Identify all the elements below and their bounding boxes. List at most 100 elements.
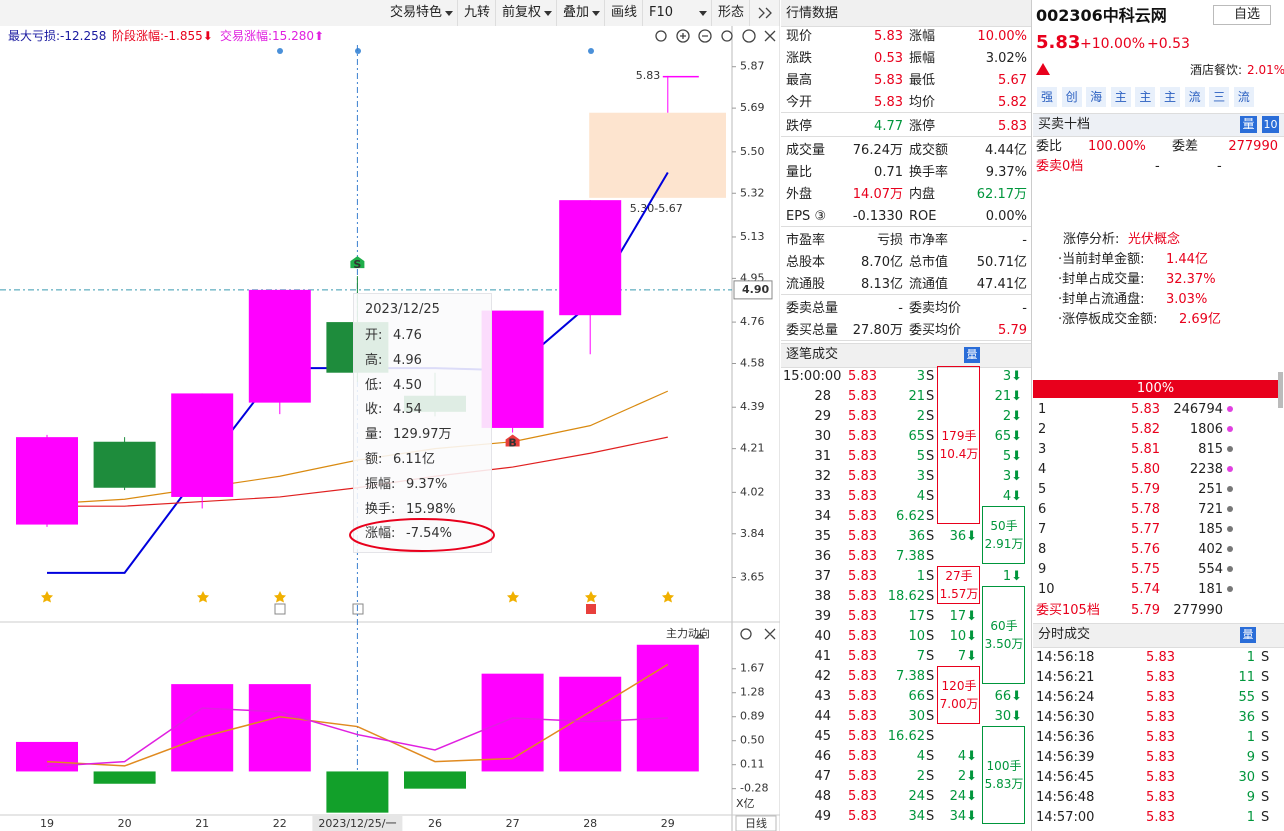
tooltip-value: 129.97万 [393, 427, 452, 443]
analysis-value: 3.03% [1166, 292, 1208, 307]
tag-button[interactable]: 强 [1037, 87, 1057, 107]
kline-chart: 5.875.695.505.325.134.954.764.584.394.21… [0, 0, 780, 831]
tick-volume: 5 [916, 449, 925, 464]
info-icons [274, 603, 596, 615]
field-label: 换手率 [909, 165, 949, 180]
analysis-concept: 光伏概念 [1128, 232, 1181, 247]
trade-price: 5.83 [1146, 750, 1175, 765]
trade-volume: 1 [1246, 650, 1255, 665]
tag-button[interactable]: 三 [1209, 87, 1230, 107]
trade-side: S [1261, 690, 1270, 705]
range-band [589, 112, 726, 198]
tooltip-value: 15.98% [406, 501, 456, 517]
tick-side: S [926, 749, 935, 764]
range-label: 5.30-5.67 [630, 202, 683, 215]
tick-side: S [926, 669, 935, 684]
toolbar-button[interactable]: 叠加 [557, 0, 605, 26]
analysis-value: 2.69亿 [1179, 312, 1221, 327]
agg-text: 100手 [986, 759, 1022, 773]
tick-volume: 24 [908, 789, 925, 804]
tick-volume: 4 [916, 749, 925, 764]
scrollbar [1278, 372, 1283, 408]
agg-single: 5⬇ [1002, 449, 1022, 464]
bid-level: 4 [1038, 462, 1047, 477]
stock-price: 5.83 [1036, 32, 1081, 53]
sector-pct: 2.01% [1247, 63, 1284, 77]
tick-price: 5.83 [848, 769, 877, 784]
section-divider [781, 136, 1031, 137]
dropdown-arrow [699, 11, 707, 16]
y-tick-label: 1.67 [740, 662, 765, 675]
tick-price: 5.83 [848, 789, 877, 804]
period-box [735, 815, 777, 831]
toolbar-button[interactable]: 形态 [712, 0, 750, 26]
field-label: 委卖均价 [909, 301, 962, 316]
field-label: 外盘 [786, 187, 813, 202]
x-tick-label: 27 [506, 817, 520, 830]
toggle-button[interactable]: 量 [964, 347, 980, 363]
toolbar-button[interactable]: 交易特色 [384, 0, 458, 26]
tag-button[interactable]: 海 [1086, 87, 1107, 107]
star-markers [41, 591, 674, 603]
toggle-button[interactable]: 量 [1240, 627, 1256, 643]
tick-time: 47 [814, 769, 831, 784]
toolbar-button[interactable]: 九转 [458, 0, 496, 26]
tick-volume: 17 [908, 609, 925, 624]
agg-single: 1⬇ [1002, 569, 1022, 584]
x-tick-label: 19 [40, 817, 54, 830]
sector-label: 酒店餐饮: [1190, 63, 1243, 77]
tick-time: 45 [814, 729, 831, 744]
tag-button[interactable]: 创 [1061, 87, 1082, 107]
field-label: 委差 [1172, 139, 1199, 154]
field-value: 27.80万 [852, 323, 903, 338]
tag-button[interactable]: 流 [1233, 87, 1254, 107]
tooltip-label: 低: [365, 377, 383, 393]
panel-header [781, 343, 1031, 368]
tag-button[interactable]: 主 [1160, 87, 1180, 107]
tick-time: 32 [814, 469, 831, 484]
tick-time: 49 [814, 809, 831, 824]
tooltip-value: 4.54 [393, 402, 422, 418]
flow-bar [16, 741, 78, 772]
tick-side: S [926, 549, 935, 564]
y-tick-label: 4.21 [740, 442, 765, 455]
tag-button[interactable]: 流 [1184, 87, 1205, 107]
tooltip-value: 6.11亿 [393, 452, 435, 467]
period-label: 日线 [745, 816, 767, 830]
add-watchlist[interactable]: 自选 [1213, 5, 1271, 25]
agg-text: 10.4万 [939, 447, 979, 461]
bid-dot [1227, 506, 1233, 512]
trade-volume: 1 [1246, 810, 1255, 825]
agg-text: 1.57万 [939, 587, 979, 601]
toolbar-button[interactable]: 画线 [605, 0, 643, 26]
toggle-button[interactable]: 10 [1262, 116, 1279, 133]
toolbar-button[interactable]: 前复权 [496, 0, 557, 26]
field-label: 今开 [786, 95, 813, 110]
trade-time: 14:57:00 [1036, 810, 1095, 825]
toolbar-button[interactable]: F10 [643, 0, 712, 26]
bid-level: 9 [1038, 562, 1047, 577]
panel-title: 逐笔成交 [786, 347, 839, 362]
trade-price: 5.83 [1146, 790, 1175, 805]
tag-button[interactable]: 主 [1110, 87, 1131, 107]
tick-side: S [926, 809, 935, 824]
field-value: 5.83 [874, 95, 903, 110]
tooltip-value: -7.54% [406, 526, 452, 542]
candle-body [171, 393, 234, 497]
tick-time: 42 [814, 669, 831, 684]
x-tick-label: 26 [428, 817, 442, 830]
warning-icon [1036, 63, 1050, 75]
field-label: 成交额 [909, 143, 949, 158]
field-value: 3.02% [985, 51, 1027, 66]
field-label: 内盘 [909, 187, 936, 202]
y-tick-label: 5.69 [740, 101, 765, 114]
tick-price: 5.83 [848, 549, 877, 564]
tooltip-value: 4.50 [393, 377, 422, 393]
chart-tools[interactable] [655, 7, 776, 640]
trade-price: 5.83 [1146, 690, 1175, 705]
tag-button[interactable]: 主 [1135, 87, 1156, 107]
field-label: 市净率 [909, 233, 949, 248]
x-tick-label: 21 [195, 817, 209, 830]
toggle-button[interactable]: 量 [1240, 116, 1257, 133]
